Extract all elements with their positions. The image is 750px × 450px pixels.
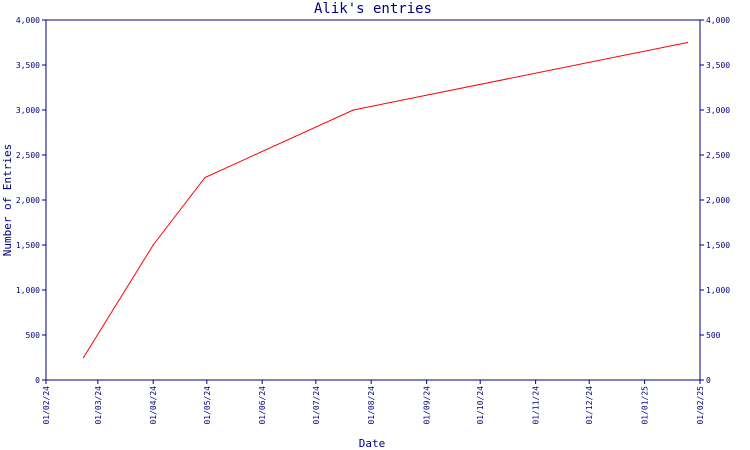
data-point xyxy=(686,41,689,44)
y-tick-label-left: 1,500 xyxy=(16,241,40,250)
y-tick-label-right: 500 xyxy=(706,331,721,340)
x-axis-label: Date xyxy=(359,437,386,450)
y-tick-label-right: 0 xyxy=(706,376,711,385)
data-point xyxy=(352,109,354,111)
chart-title: Alik's entries xyxy=(314,1,432,17)
y-tick-label-left: 4,000 xyxy=(16,16,40,25)
x-tick-label: 01/11/24 xyxy=(532,386,541,425)
y-tick-label-left: 1,000 xyxy=(16,286,40,295)
plot-frame xyxy=(45,19,701,381)
x-tick-label: 01/09/24 xyxy=(423,386,432,425)
y-tick-label-left: 3,500 xyxy=(16,61,40,70)
x-tick-label: 01/06/24 xyxy=(258,386,267,425)
x-tick-label: 01/03/24 xyxy=(94,386,103,425)
y-tick-label-right: 2,000 xyxy=(706,196,730,205)
x-tick-label: 01/07/24 xyxy=(312,386,321,425)
y-tick-label-right: 1,500 xyxy=(706,241,730,250)
x-tick-label: 01/12/24 xyxy=(585,386,594,425)
y-tick-label-left: 3,000 xyxy=(16,106,40,115)
data-point xyxy=(204,176,206,179)
y-tick-label-left: 2,500 xyxy=(16,151,40,160)
series-group xyxy=(82,41,689,359)
y-axis-label: Number of Entries xyxy=(1,144,14,257)
series-line-0 xyxy=(83,42,688,358)
y-tick-label-left: 0 xyxy=(35,376,40,385)
x-tick-label: 01/02/24 xyxy=(42,386,51,425)
data-point xyxy=(152,244,154,246)
x-tick-label: 01/01/25 xyxy=(641,386,650,425)
y-tick-label-right: 3,000 xyxy=(706,106,730,115)
y-axis-ticks: 0 0 500 500 1,000 1,000 1,500 1,500 2,000 2,000 2,… xyxy=(16,16,730,385)
y-tick-label-right: 3,500 xyxy=(706,61,730,70)
x-tick-label: 01/10/24 xyxy=(476,386,485,425)
x-axis-ticks: 01/02/24 01/03/24 01/04/24 01/05/24 01/06/24… xyxy=(42,380,705,425)
x-tick-label: 01/05/24 xyxy=(203,386,212,425)
y-tick-label-right: 2,500 xyxy=(706,151,730,160)
x-tick-label: 01/02/25 xyxy=(696,386,705,425)
x-tick-label: 01/04/24 xyxy=(149,386,158,425)
y-tick-label-left: 2,000 xyxy=(16,196,40,205)
y-tick-label-right: 1,000 xyxy=(706,286,730,295)
data-point xyxy=(82,356,85,359)
y-tick-label-left: 500 xyxy=(26,331,41,340)
x-tick-label: 01/08/24 xyxy=(367,386,376,425)
y-tick-label-right: 4,000 xyxy=(706,16,730,25)
